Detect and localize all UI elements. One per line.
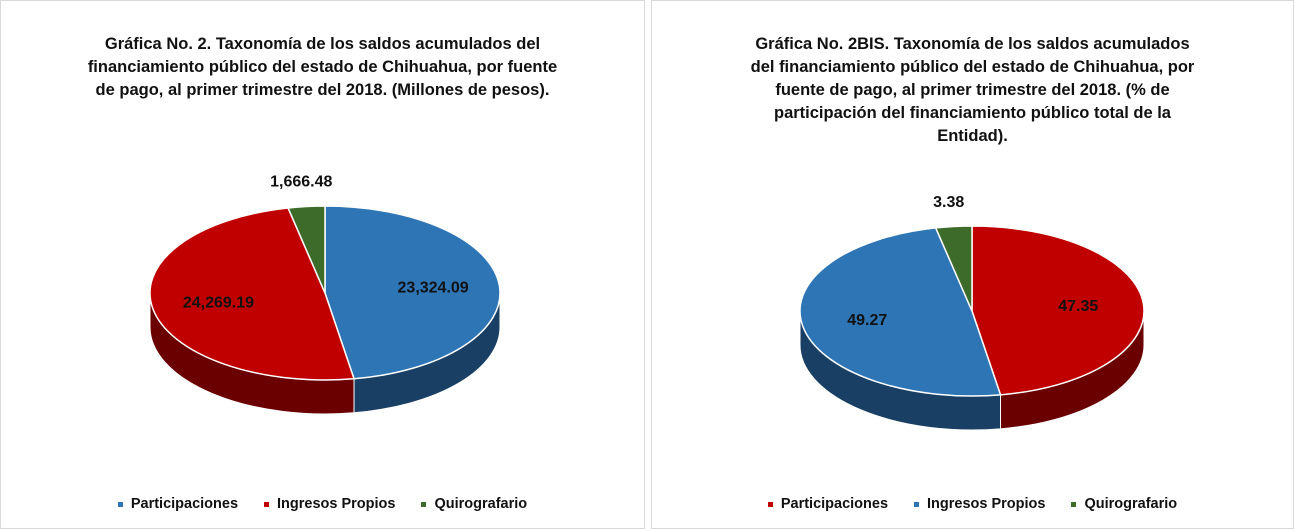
- legend: Participaciones Ingresos Propios Quirograf…: [652, 496, 1293, 512]
- data-label: 47.35: [1058, 298, 1098, 315]
- legend-label: Quirografario: [434, 496, 528, 512]
- pie-chart: 23,324.09 24,269.19 1,666.48: [149, 173, 501, 415]
- legend-item: Ingresos Propios: [914, 496, 1045, 512]
- legend-item: Participaciones: [117, 496, 239, 512]
- chart-title: Gráfica No. 2BIS. Taxonomía de los saldo…: [750, 35, 1195, 145]
- chart-panel: 23,324.09 24,269.19 1,666.48 Gráfica No. 2.…: [0, 0, 645, 529]
- legend-swatch: [767, 501, 773, 507]
- chart-title: Gráfica No. 2. Taxonomía de los saldos a…: [87, 35, 558, 99]
- legend-label: Quirografario: [1084, 496, 1178, 512]
- pie-chart: 47.35 49.27 3.38: [799, 194, 1145, 431]
- slice: [934, 225, 973, 312]
- chart-panel: 47.35 49.27 3.38 Gráfica No. 2BIS. Taxonomí…: [651, 0, 1294, 529]
- legend-item: Ingresos Propios: [264, 496, 395, 512]
- legend-swatch: [421, 501, 427, 507]
- data-label: 23,324.09: [398, 280, 469, 297]
- slice: [799, 227, 1002, 397]
- slice: [286, 205, 326, 294]
- legend-label: Ingresos Propios: [277, 496, 396, 512]
- slice: [149, 207, 356, 381]
- data-label: 24,269.19: [183, 294, 254, 311]
- legend-item: Participaciones: [767, 496, 889, 512]
- data-label: 49.27: [847, 312, 887, 329]
- data-label: 3.38: [933, 194, 964, 211]
- legend-swatch: [264, 501, 270, 507]
- legend-label: Participaciones: [780, 496, 889, 512]
- legend: Participaciones Ingresos Propios Quirograf…: [1, 496, 644, 512]
- legend-swatch: [914, 501, 920, 507]
- slice: [324, 205, 501, 380]
- legend-label: Participaciones: [130, 496, 239, 512]
- legend-swatch: [117, 501, 123, 507]
- data-label: 1,666.48: [270, 173, 332, 190]
- legend-swatch: [1071, 501, 1077, 507]
- legend-item: Quirografario: [421, 496, 527, 512]
- slice: [971, 225, 1145, 396]
- legend-item: Quirografario: [1071, 496, 1177, 512]
- legend-label: Ingresos Propios: [927, 496, 1046, 512]
